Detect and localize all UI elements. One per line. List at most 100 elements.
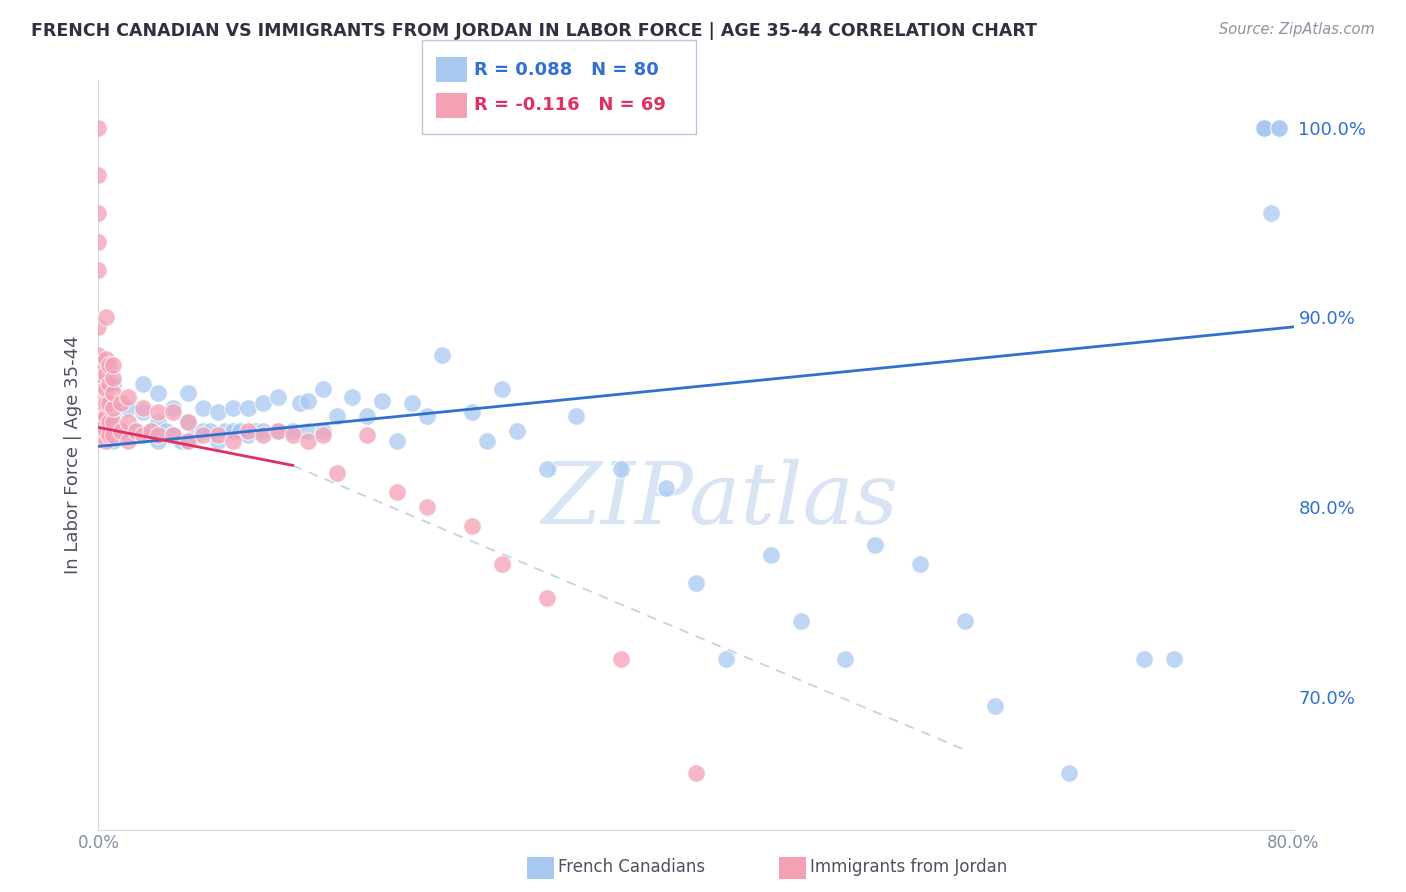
- Point: [865, 538, 887, 552]
- Point: [326, 409, 349, 423]
- Point: [236, 401, 259, 416]
- Point: [222, 401, 245, 416]
- Point: [94, 310, 117, 325]
- Point: [191, 428, 214, 442]
- Point: [953, 614, 976, 628]
- Point: [610, 462, 633, 476]
- Point: [252, 424, 274, 438]
- Point: [1253, 120, 1275, 135]
- Point: [297, 424, 319, 438]
- Point: [97, 428, 120, 442]
- Point: [117, 434, 139, 448]
- Point: [132, 401, 155, 416]
- Point: [87, 348, 110, 362]
- Text: Immigrants from Jordan: Immigrants from Jordan: [810, 858, 1007, 876]
- Point: [655, 481, 678, 495]
- Point: [148, 434, 170, 448]
- Point: [155, 424, 177, 438]
- Point: [103, 376, 125, 391]
- Point: [1163, 652, 1185, 666]
- Point: [491, 557, 513, 571]
- Point: [87, 368, 110, 382]
- Point: [148, 386, 170, 401]
- Point: [356, 409, 378, 423]
- Point: [94, 368, 117, 382]
- Point: [132, 428, 155, 442]
- Point: [1267, 120, 1289, 135]
- Point: [177, 434, 200, 448]
- Point: [326, 466, 349, 480]
- Point: [789, 614, 811, 628]
- Text: R = -0.116   N = 69: R = -0.116 N = 69: [474, 96, 665, 114]
- Point: [87, 415, 110, 429]
- Point: [416, 409, 439, 423]
- Point: [461, 405, 484, 419]
- Point: [97, 415, 120, 429]
- Text: R = 0.088   N = 80: R = 0.088 N = 80: [474, 61, 658, 78]
- Point: [103, 358, 125, 372]
- Point: [117, 415, 139, 429]
- Point: [342, 390, 364, 404]
- Point: [132, 405, 155, 419]
- Point: [1059, 765, 1081, 780]
- Point: [385, 434, 409, 448]
- Point: [87, 263, 110, 277]
- Point: [169, 434, 191, 448]
- Point: [610, 652, 633, 666]
- Point: [1133, 652, 1156, 666]
- Point: [184, 428, 207, 442]
- Point: [87, 206, 110, 220]
- Point: [714, 652, 737, 666]
- Point: [229, 424, 252, 438]
- Point: [506, 424, 529, 438]
- Point: [139, 424, 162, 438]
- Point: [475, 434, 498, 448]
- Point: [103, 405, 125, 419]
- Point: [94, 396, 117, 410]
- Point: [401, 396, 423, 410]
- Point: [1260, 206, 1282, 220]
- Point: [281, 428, 304, 442]
- Point: [536, 591, 558, 606]
- Point: [87, 120, 110, 135]
- Point: [87, 358, 110, 372]
- Point: [103, 371, 125, 385]
- Point: [252, 396, 274, 410]
- Point: [191, 401, 214, 416]
- Point: [491, 383, 513, 397]
- Point: [117, 428, 139, 442]
- Point: [416, 500, 439, 514]
- Point: [94, 352, 117, 367]
- Point: [759, 548, 782, 562]
- Point: [87, 168, 110, 182]
- Point: [97, 376, 120, 391]
- Point: [162, 405, 184, 419]
- Point: [177, 415, 200, 429]
- Point: [207, 428, 229, 442]
- Point: [281, 424, 304, 438]
- Point: [177, 434, 200, 448]
- Point: [565, 409, 588, 423]
- Point: [1267, 120, 1289, 135]
- Point: [103, 386, 125, 401]
- Point: [267, 390, 290, 404]
- Point: [177, 386, 200, 401]
- Point: [245, 424, 267, 438]
- Point: [200, 424, 222, 438]
- Point: [162, 428, 184, 442]
- Point: [94, 424, 117, 438]
- Point: [1253, 120, 1275, 135]
- Y-axis label: In Labor Force | Age 35-44: In Labor Force | Age 35-44: [63, 335, 82, 574]
- Point: [91, 428, 114, 442]
- Point: [87, 415, 110, 429]
- Point: [536, 462, 558, 476]
- Point: [103, 434, 125, 448]
- Point: [110, 424, 132, 438]
- Text: FRENCH CANADIAN VS IMMIGRANTS FROM JORDAN IN LABOR FORCE | AGE 35-44 CORRELATION: FRENCH CANADIAN VS IMMIGRANTS FROM JORDA…: [31, 22, 1038, 40]
- Point: [356, 428, 378, 442]
- Point: [148, 428, 170, 442]
- Point: [311, 383, 333, 397]
- Point: [110, 396, 132, 410]
- Point: [132, 376, 155, 391]
- Point: [125, 424, 148, 438]
